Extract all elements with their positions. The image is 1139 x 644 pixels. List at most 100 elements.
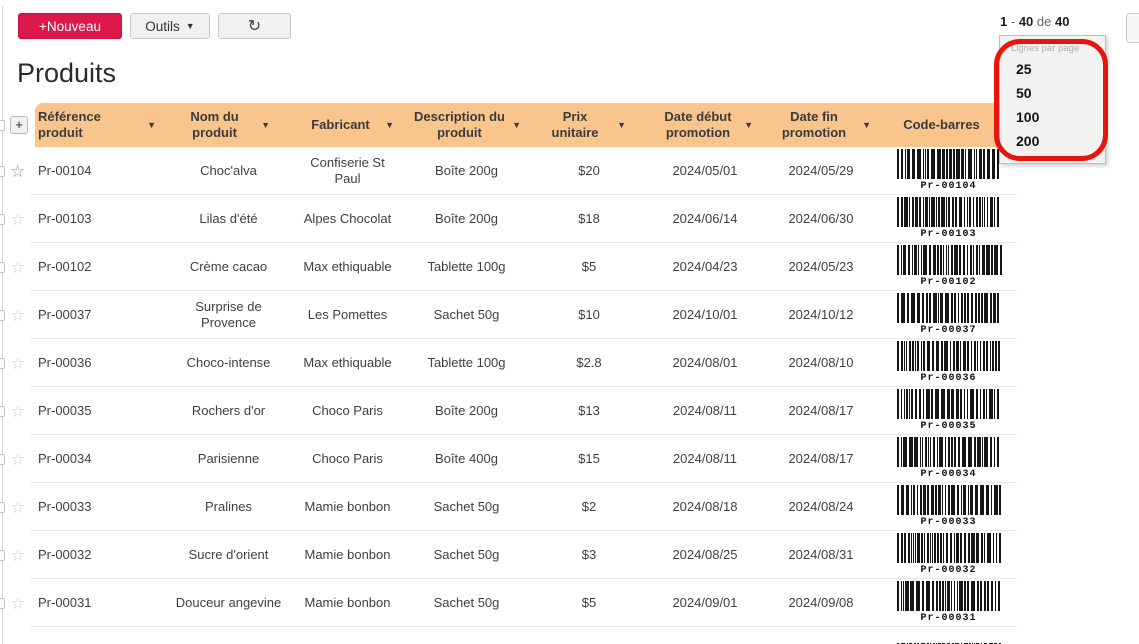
cell-product-name[interactable]: Lilas d'été [199, 211, 258, 226]
favorite-star-icon[interactable]: ☆ [10, 305, 26, 325]
row-checkbox[interactable] [0, 597, 5, 609]
favorite-star-icon[interactable]: ☆ [10, 545, 26, 565]
tools-button[interactable]: Outils ▼ [130, 13, 210, 39]
cell-product-name[interactable]: Sucre d'orient [188, 547, 269, 562]
cell-description[interactable]: Boîte 200g [435, 163, 498, 178]
cell-manufacturer[interactable]: Alpes Chocolat [303, 211, 392, 226]
cell-promo-end-date[interactable]: 2024/10/12 [788, 307, 854, 322]
cell-manufacturer[interactable]: Choco Paris [312, 403, 383, 418]
cell-reference[interactable]: Pr-00036 [38, 355, 92, 370]
sort-caret-icon[interactable]: ▼ [744, 120, 753, 130]
cell-promo-end-date[interactable]: 2024/08/31 [788, 547, 854, 562]
sort-caret-icon[interactable]: ▼ [617, 120, 626, 130]
cell-barcode[interactable]: Pr-00032 [880, 531, 1017, 579]
cell-manufacturer[interactable]: Mamie bonbon [304, 499, 391, 514]
cell-manufacturer[interactable]: Mamie bonbon [304, 547, 391, 562]
cell-promo-start-date[interactable]: 2024/09/01 [672, 595, 738, 610]
cell-promo-start-date[interactable]: 2024/04/23 [672, 259, 738, 274]
column-header-5[interactable]: Date début promotion ▼ [648, 103, 762, 147]
cell-barcode[interactable]: Pr-00035 [880, 387, 1017, 435]
cell-product-name[interactable]: Choco-intense [186, 355, 271, 370]
cell-unit-price[interactable]: $3 [581, 547, 597, 562]
cell-reference[interactable]: Pr-00034 [38, 451, 92, 466]
sort-caret-icon[interactable]: ▼ [512, 120, 521, 130]
cell-promo-start-date[interactable]: 2024/08/18 [672, 499, 738, 514]
cell-description[interactable]: Tablette 100g [427, 259, 506, 274]
rows-per-page-option-25[interactable]: 25 [1016, 61, 1032, 77]
cell-reference[interactable]: Pr-00035 [38, 403, 92, 418]
cell-barcode[interactable]: Pr-00102 [880, 243, 1017, 291]
row-checkbox[interactable] [0, 213, 5, 225]
favorite-star-icon[interactable]: ☆ [10, 449, 26, 469]
cell-description[interactable]: Sachet 50g [433, 307, 500, 322]
favorite-star-icon[interactable]: ☆ [10, 353, 26, 373]
cell-product-name[interactable]: Douceur angevine [175, 595, 282, 610]
cell-description[interactable]: Boîte 200g [435, 211, 498, 226]
cell-reference[interactable]: Pr-00102 [38, 259, 92, 274]
cell-promo-end-date[interactable]: 2024/09/08 [788, 595, 854, 610]
cell-barcode[interactable]: Pr-00033 [880, 483, 1017, 531]
row-checkbox[interactable] [0, 165, 5, 177]
cell-description[interactable]: Boîte 400g [435, 451, 498, 466]
favorite-star-icon[interactable]: ☆ [10, 161, 26, 181]
cell-product-name[interactable]: Surprise de Provence [195, 299, 262, 330]
cell-promo-end-date[interactable]: 2024/08/17 [788, 451, 854, 466]
cell-manufacturer[interactable]: Max ethiquable [303, 355, 392, 370]
add-column-button[interactable]: + [10, 116, 28, 134]
cell-unit-price[interactable]: $2.8 [576, 355, 602, 370]
cell-manufacturer[interactable]: Choco Paris [312, 451, 383, 466]
refresh-button[interactable]: ↻ [218, 13, 291, 39]
cell-product-name[interactable]: Rochers d'or [191, 403, 266, 418]
cell-reference[interactable]: Pr-00031 [38, 595, 92, 610]
cell-product-name[interactable]: Crème cacao [189, 259, 268, 274]
cell-promo-start-date[interactable]: 2024/06/14 [672, 211, 738, 226]
cell-unit-price[interactable]: $2 [581, 499, 597, 514]
rows-per-page-option-100[interactable]: 100 [1016, 109, 1040, 125]
cell-unit-price[interactable]: $5 [581, 259, 597, 274]
cell-promo-end-date[interactable]: 2024/06/30 [788, 211, 854, 226]
select-all-checkbox[interactable] [0, 119, 5, 131]
cell-promo-start-date[interactable]: 2024/08/25 [672, 547, 738, 562]
cell-promo-start-date[interactable]: 2024/08/11 [672, 403, 738, 418]
cell-product-name[interactable]: Pralines [205, 499, 252, 514]
favorite-star-icon[interactable]: ☆ [10, 497, 26, 517]
cell-barcode[interactable]: Pr-00036 [880, 339, 1017, 387]
rows-per-page-option-200[interactable]: 200 [1016, 133, 1040, 149]
cell-reference[interactable]: Pr-00104 [38, 163, 92, 178]
cell-description[interactable]: Tablette 100g [427, 355, 506, 370]
row-checkbox[interactable] [0, 261, 5, 273]
row-checkbox[interactable] [0, 405, 5, 417]
cell-promo-end-date[interactable]: 2024/05/29 [788, 163, 854, 178]
cell-description[interactable]: Sachet 50g [433, 499, 500, 514]
rows-per-page-option-50[interactable]: 50 [1016, 85, 1032, 101]
favorite-star-icon[interactable]: ☆ [10, 209, 26, 229]
sort-caret-icon[interactable]: ▼ [147, 120, 156, 130]
clipped-edge-button[interactable] [1126, 13, 1139, 43]
column-header-2[interactable]: Fabricant ▼ [292, 103, 403, 147]
cell-manufacturer[interactable]: Max ethiquable [303, 259, 392, 274]
column-header-3[interactable]: Description du produit ▼ [403, 103, 530, 147]
cell-description[interactable]: Sachet 50g [433, 547, 500, 562]
cell-reference[interactable]: Pr-00033 [38, 499, 92, 514]
cell-reference[interactable]: Pr-00032 [38, 547, 92, 562]
sort-caret-icon[interactable]: ▼ [385, 120, 394, 130]
cell-promo-start-date[interactable]: 2024/08/01 [672, 355, 738, 370]
cell-product-name[interactable]: Choc'alva [200, 163, 257, 178]
column-header-1[interactable]: Nom du produit ▼ [165, 103, 292, 147]
cell-unit-price[interactable]: $15 [578, 451, 600, 466]
cell-unit-price[interactable]: $18 [578, 211, 600, 226]
favorite-star-icon[interactable]: ☆ [10, 401, 26, 421]
column-header-0[interactable]: Référence produit ▼ [35, 103, 165, 147]
row-checkbox[interactable] [0, 309, 5, 321]
sort-caret-icon[interactable]: ▼ [862, 120, 871, 130]
cell-unit-price[interactable]: $5 [581, 595, 597, 610]
column-header-7[interactable]: Code-barres [880, 103, 1017, 147]
cell-promo-end-date[interactable]: 2024/08/10 [788, 355, 854, 370]
cell-promo-end-date[interactable]: 2024/05/23 [788, 259, 854, 274]
cell-product-name[interactable]: Parisienne [197, 451, 260, 466]
cell-barcode[interactable]: Pr-00104 [880, 147, 1017, 195]
favorite-star-icon[interactable]: ☆ [10, 593, 26, 613]
cell-promo-end-date[interactable]: 2024/08/17 [788, 403, 854, 418]
cell-promo-start-date[interactable]: 2024/05/01 [672, 163, 738, 178]
row-checkbox[interactable] [0, 501, 5, 513]
